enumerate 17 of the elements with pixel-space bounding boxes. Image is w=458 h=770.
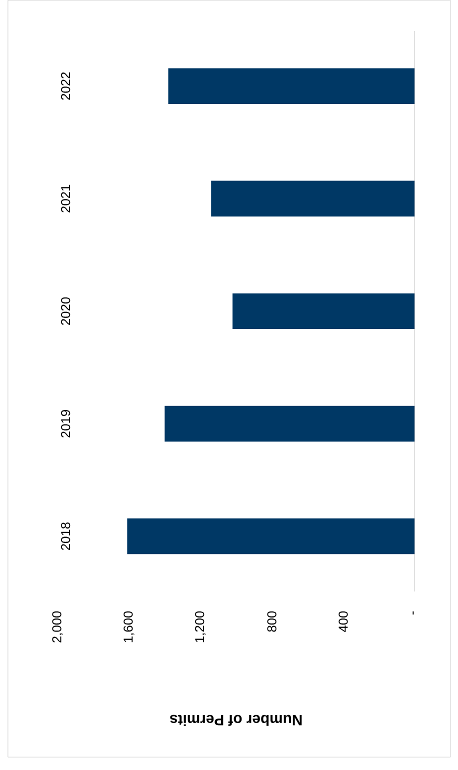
y-tick-label: 2019 [60,410,70,438]
bar [168,68,415,104]
x-tick-label: 1,200 [194,611,206,642]
x-axis-title: Number of Permits [170,714,302,726]
x-tick-label: 800 [267,611,276,632]
y-tick-label: 2022 [60,72,70,100]
x-tick-label: 2,000 [52,611,63,642]
y-tick-label: 2018 [60,522,70,550]
bar [210,180,415,216]
x-tick-label: 1,600 [123,611,134,642]
y-tick-label: 2020 [60,297,70,325]
y-tick-label: 2021 [60,184,70,212]
x-tick-label: - [412,611,414,615]
bar [164,406,415,442]
x-tick-label: 400 [338,611,348,632]
bar [127,518,415,554]
bar [232,293,415,330]
